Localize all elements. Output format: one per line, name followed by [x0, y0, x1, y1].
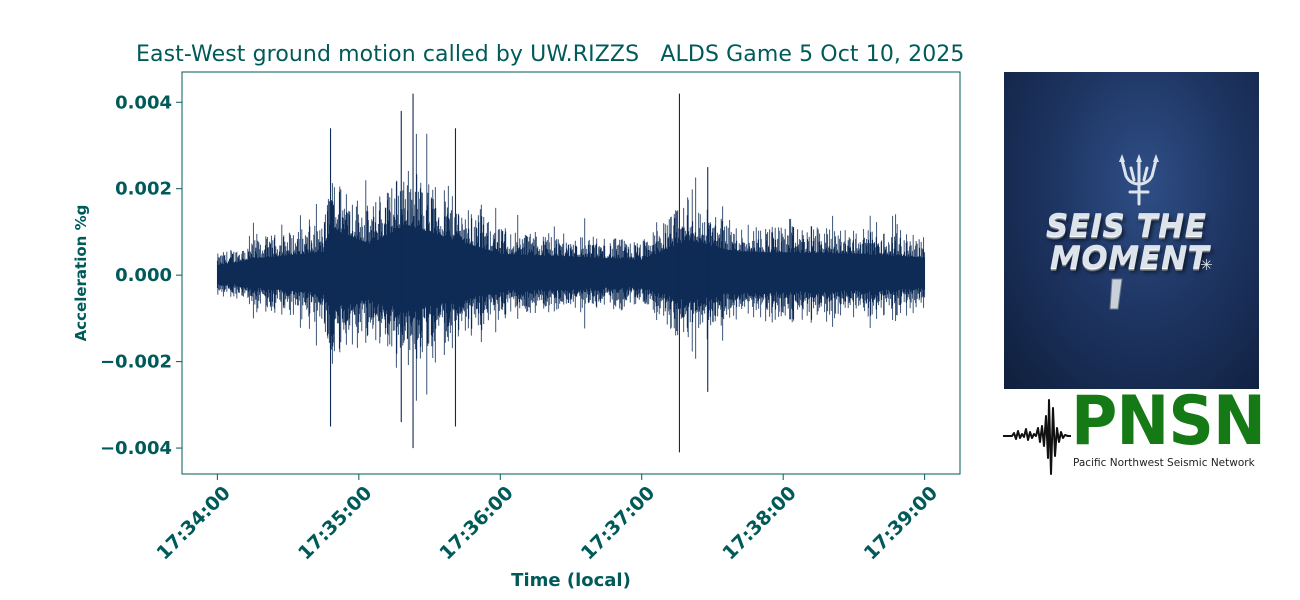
promo-line-2: MOMENT — [1050, 240, 1210, 276]
y-tick-label: −0.004 — [100, 438, 172, 459]
x-tick-label: 17:34:00 — [152, 482, 234, 564]
sparkle-icon: ✳ — [1200, 256, 1213, 274]
pnsn-wordmark: PNSN — [1071, 382, 1266, 461]
y-axis-label: Acceleration %g — [72, 205, 90, 342]
seismogram-chart: 0.004 0.002 0.000 −0.002 −0.004 17:34:00 17:35… — [72, 71, 961, 591]
y-tick-label: 0.002 — [115, 179, 172, 200]
y-tick-label: 0.000 — [115, 265, 172, 286]
chart-title: East-West ground motion called by UW.RIZ… — [136, 42, 965, 67]
pnsn-logo: PNSN Pacific Northwest Seismic Network — [1002, 388, 1266, 476]
promo-image: SEIS THE MOMENT ✳ — [1004, 72, 1259, 389]
trident-handle-icon — [1109, 278, 1123, 310]
x-axis-label: Time (local) — [511, 570, 631, 591]
pnsn-subtitle: Pacific Northwest Seismic Network — [1073, 457, 1255, 469]
x-tick-label: 17:37:00 — [577, 482, 659, 564]
y-tick-label: −0.002 — [100, 352, 172, 373]
seismogram-trace-layer — [216, 93, 926, 453]
x-tick-label: 17:35:00 — [294, 482, 376, 564]
y-tick-label: 0.004 — [115, 92, 172, 113]
x-tick-label: 17:36:00 — [435, 482, 517, 564]
axis-ticks: 0.004 0.002 0.000 −0.002 −0.004 17:34:00 17:35… — [100, 92, 942, 564]
x-tick-label: 17:39:00 — [860, 482, 942, 564]
trident-icon — [1119, 154, 1159, 206]
plot-frame — [181, 71, 961, 475]
seismogram-logo-icon — [1003, 399, 1071, 475]
x-tick-label: 17:38:00 — [718, 482, 800, 564]
promo-line-1: SEIS THE — [1046, 208, 1207, 244]
seismogram-trace — [216, 133, 926, 401]
